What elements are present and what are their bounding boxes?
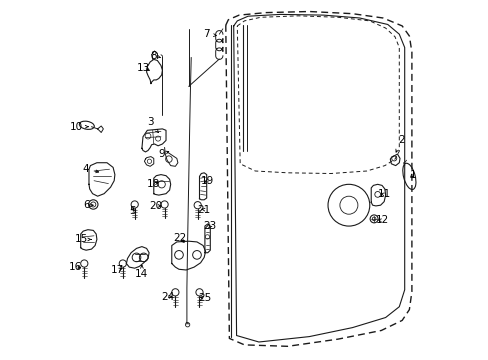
- Text: 10: 10: [69, 122, 88, 132]
- Text: 11: 11: [377, 189, 390, 199]
- Text: 3: 3: [146, 117, 158, 132]
- Text: 4: 4: [82, 164, 99, 174]
- Text: 5: 5: [129, 206, 135, 216]
- Text: 1: 1: [409, 170, 415, 180]
- Text: 12: 12: [375, 215, 388, 225]
- Text: 13: 13: [137, 63, 150, 73]
- Text: 19: 19: [201, 176, 214, 186]
- Text: 21: 21: [197, 204, 210, 215]
- Text: 22: 22: [173, 233, 186, 243]
- Text: 25: 25: [198, 293, 211, 303]
- Text: 2: 2: [395, 135, 404, 152]
- Text: 23: 23: [203, 221, 217, 231]
- Text: 14: 14: [135, 265, 148, 279]
- Text: 18: 18: [147, 179, 160, 189]
- Text: 9: 9: [158, 149, 168, 159]
- Text: 8: 8: [150, 51, 160, 61]
- Text: 24: 24: [161, 292, 174, 302]
- Text: 6: 6: [82, 200, 93, 210]
- Text: 17: 17: [111, 265, 124, 275]
- Text: 16: 16: [68, 262, 82, 272]
- Text: 15: 15: [75, 234, 91, 244]
- Text: 20: 20: [149, 201, 163, 211]
- Text: 7: 7: [203, 29, 216, 39]
